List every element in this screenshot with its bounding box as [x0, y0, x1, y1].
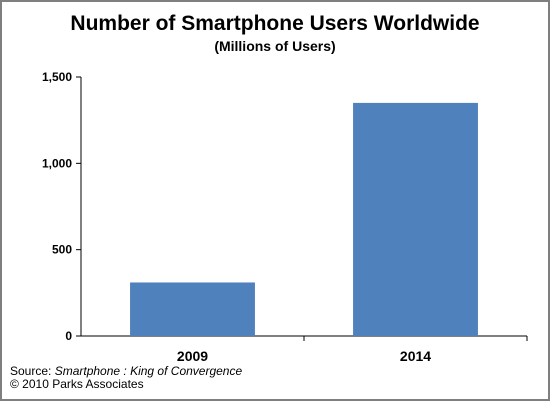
source-prefix: Source: — [10, 364, 55, 378]
bar-2009 — [130, 282, 255, 336]
y-tick-label: 1,000 — [42, 156, 72, 170]
copyright-line: © 2010 Parks Associates — [10, 377, 144, 391]
source-note: Source: Smartphone : King of Convergence… — [10, 365, 242, 391]
chart-subtitle: (Millions of Users) — [214, 38, 336, 54]
chart-title: Number of Smartphone Users Worldwide — [70, 12, 480, 35]
x-category-label: 2014 — [400, 348, 431, 364]
y-tick-label: 500 — [52, 243, 72, 257]
y-tick-label: 1,500 — [42, 70, 72, 84]
bar-2014 — [353, 102, 478, 337]
x-category-label: 2009 — [177, 348, 208, 364]
source-title: Smartphone : King of Convergence — [54, 364, 243, 378]
source-line: Source: Smartphone : King of Convergence — [10, 365, 242, 378]
y-tick-label: 0 — [65, 329, 72, 343]
